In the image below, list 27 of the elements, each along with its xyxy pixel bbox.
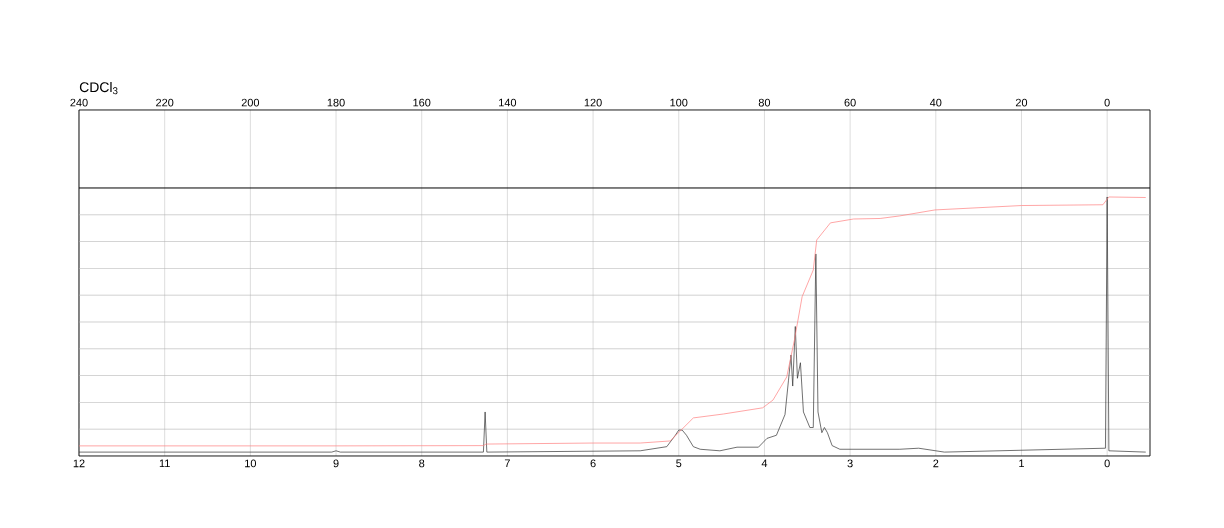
x2-tick-label: 180: [327, 98, 345, 107]
x-tick-label: 7: [504, 459, 510, 468]
x-tick-label: 2: [933, 459, 939, 468]
x2-tick-label: 100: [670, 98, 688, 107]
x2-tick-label: 240: [70, 98, 88, 107]
x-tick-label: 12: [73, 459, 85, 468]
x-tick-label: 9: [333, 459, 339, 468]
x-tick-label: 8: [419, 459, 425, 468]
x-tick-label: 0: [1104, 459, 1110, 468]
x2-tick-label: 160: [413, 98, 431, 107]
x2-tick-label: 60: [844, 98, 856, 107]
x-tick-label: 6: [590, 459, 596, 468]
x2-tick-label: 200: [241, 98, 260, 107]
x2-tick-label: 0: [1104, 98, 1110, 107]
x2-tick-label: 20: [1015, 98, 1028, 107]
x2-tick-label: 220: [156, 98, 174, 107]
text: CDCl$_{3}$: [79, 81, 118, 95]
x-tick-label: 11: [159, 459, 170, 468]
x-tick-label: 3: [847, 459, 853, 468]
x2-tick-label: 40: [929, 98, 942, 107]
x-tick-label: 1: [1019, 459, 1024, 468]
x2-tick-label: 120: [584, 98, 602, 107]
x2-tick-label: 80: [758, 98, 771, 107]
x2-tick-label: 140: [499, 98, 517, 107]
x-tick-label: 10: [245, 459, 257, 468]
x-tick-label: 5: [676, 459, 682, 468]
x-tick-label: 4: [761, 459, 768, 468]
